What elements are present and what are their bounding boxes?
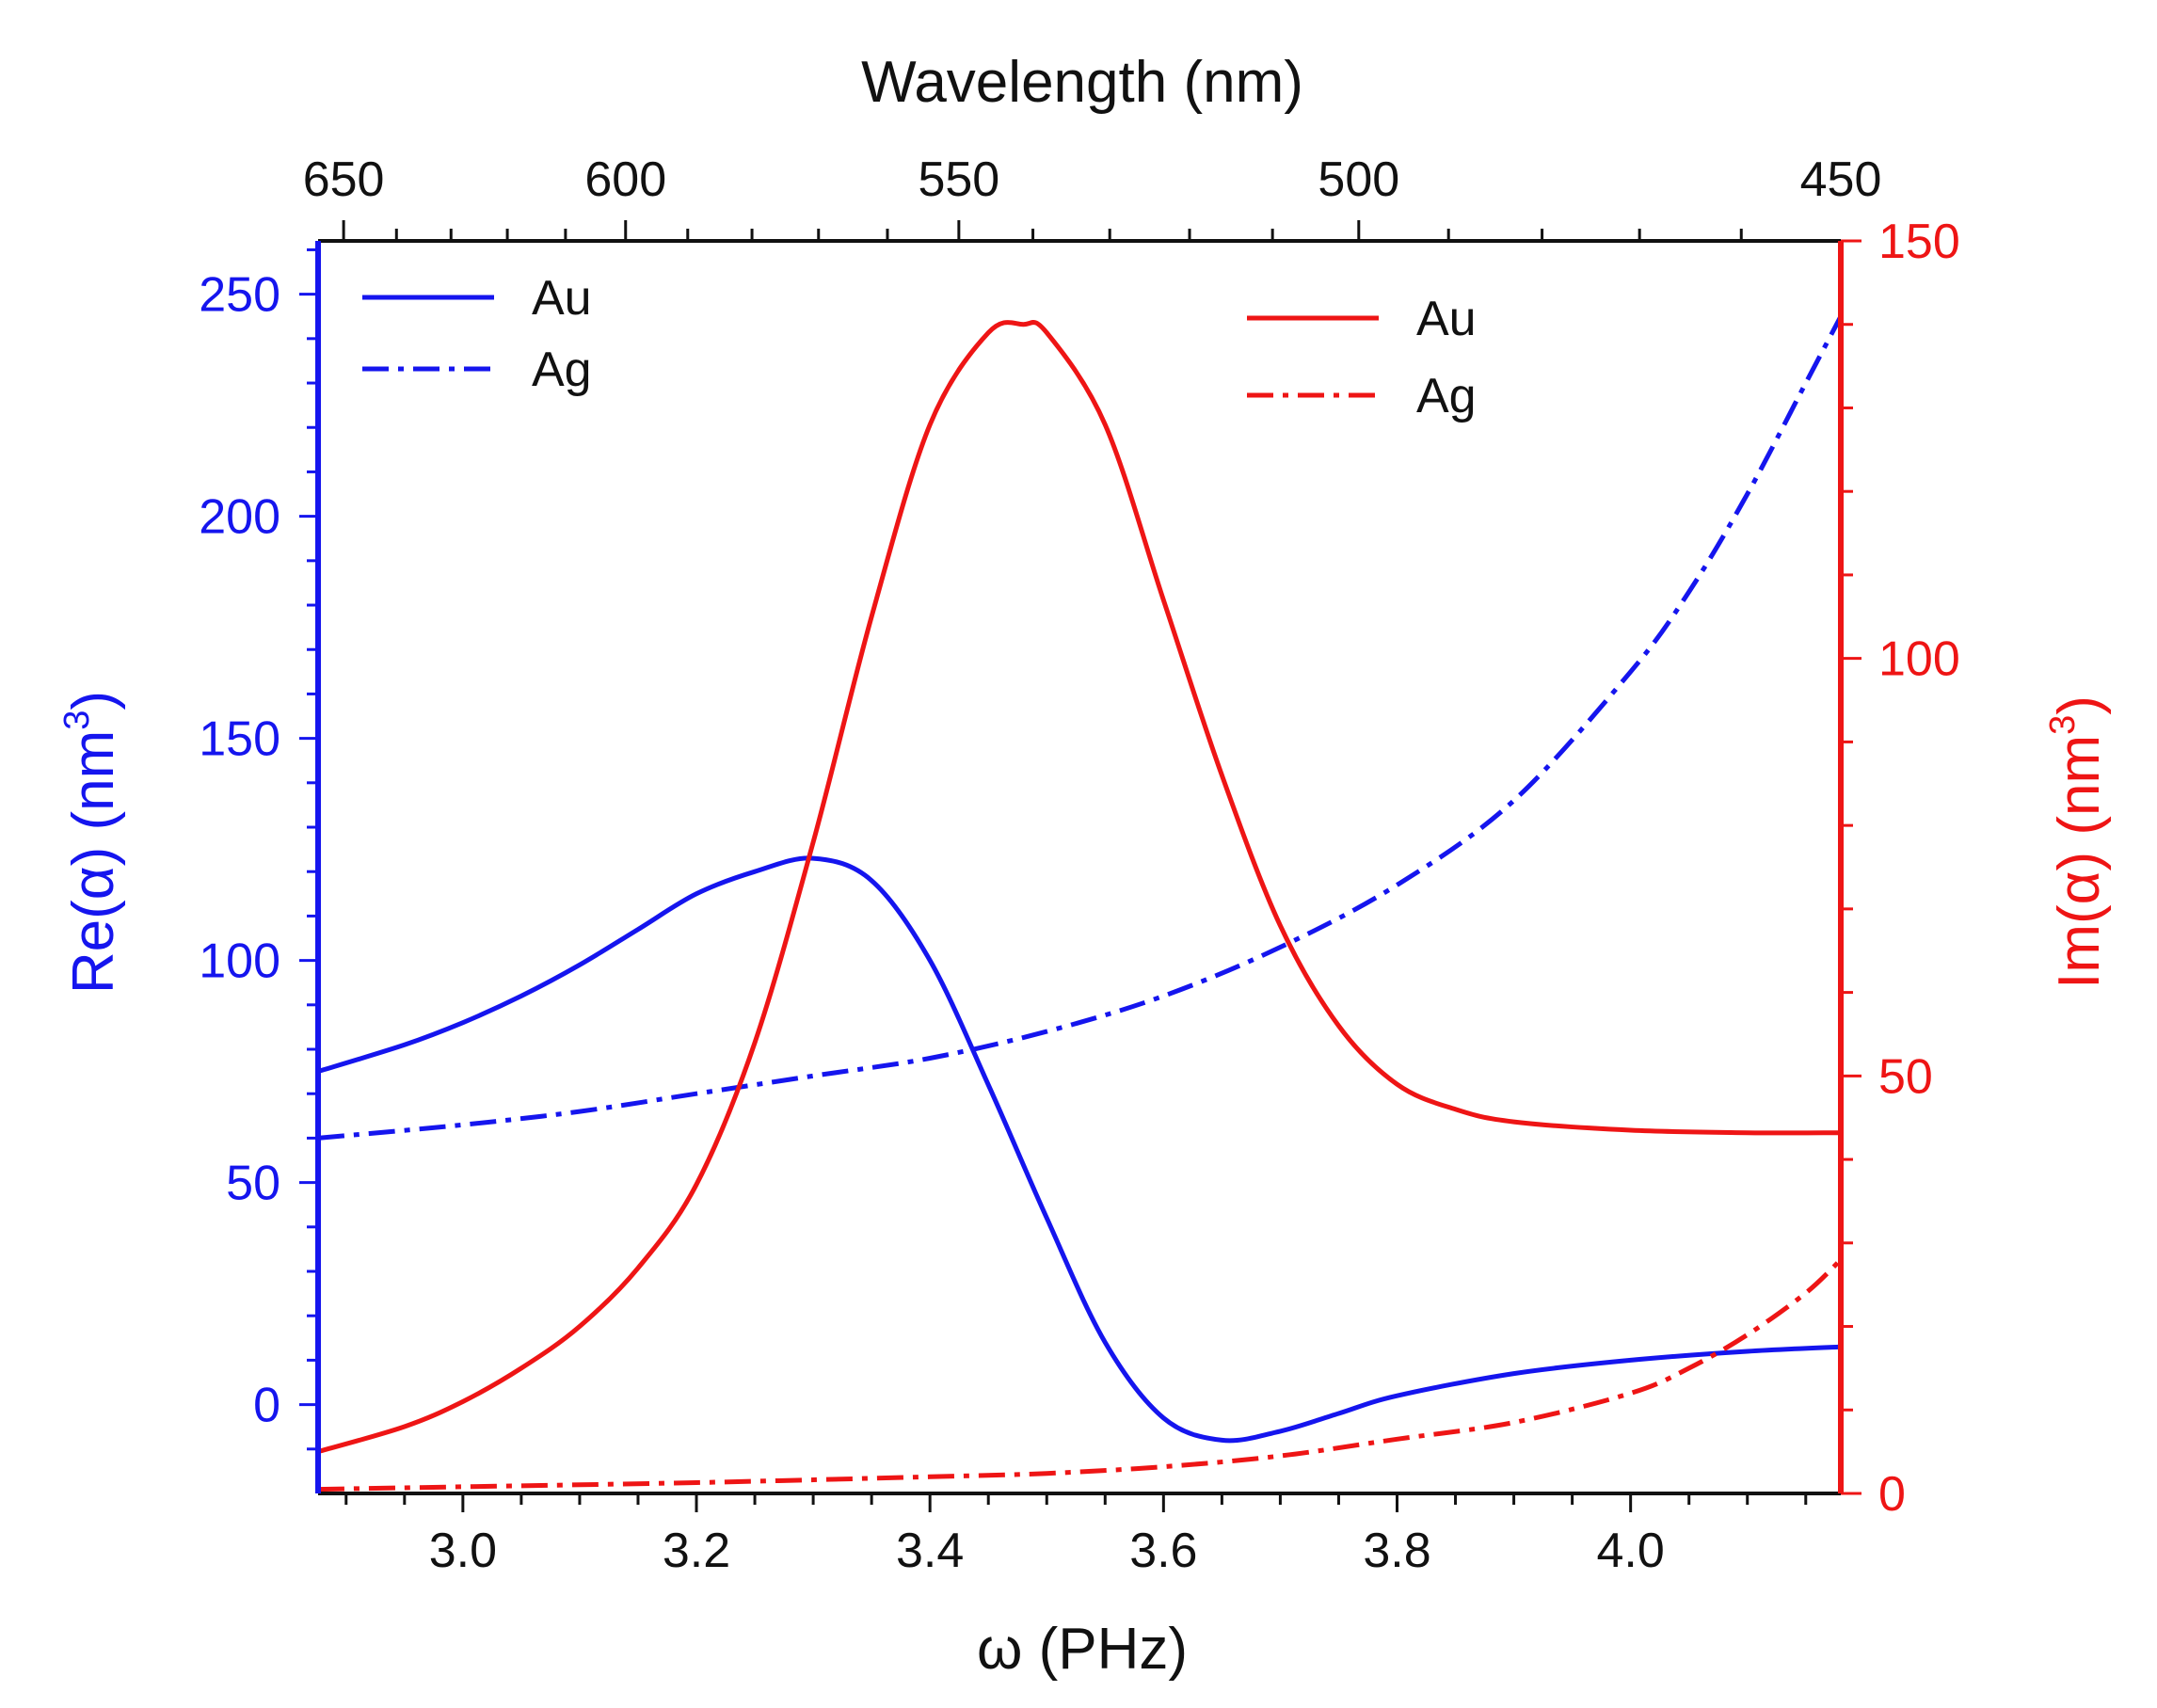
series-line-au-red bbox=[317, 320, 1842, 1455]
top-tick-label: 650 bbox=[303, 152, 385, 207]
top-tick-label: 450 bbox=[1800, 152, 1882, 207]
y-left-axis-title-sup: 3 bbox=[57, 710, 97, 730]
y-right-axis-title-main: Im(α) (nm bbox=[2047, 735, 2112, 989]
x-axis-title: ω (PHz) bbox=[977, 1617, 1188, 1682]
legend-left: Au Ag bbox=[362, 271, 592, 397]
top-axis-title: Wavelength (nm) bbox=[861, 50, 1303, 115]
y-left-axis-title: Re(α) (nm3) bbox=[57, 691, 126, 994]
y-right-axis-title-end: ) bbox=[2047, 695, 2112, 715]
x-tick-label: 3.0 bbox=[429, 1524, 497, 1578]
series-line-ag-red bbox=[317, 1257, 1843, 1493]
svg-text:Re(α) (nm3): Re(α) (nm3) bbox=[57, 691, 126, 994]
y-left-tick-label: 250 bbox=[199, 268, 280, 323]
x-tick-label: 3.6 bbox=[1129, 1524, 1197, 1578]
y-left-axis-title-end: ) bbox=[61, 691, 126, 710]
y-left-tick-label: 100 bbox=[199, 934, 280, 989]
series-line-au-blue bbox=[317, 855, 1842, 1444]
top-tick-label: 600 bbox=[584, 152, 666, 207]
y-left-tick-label: 200 bbox=[199, 490, 280, 545]
y-right-axis-title: Im(α) (nm3) bbox=[2043, 695, 2112, 989]
y-right-axis-title-sup: 3 bbox=[2043, 715, 2083, 735]
y-right-tick-label: 150 bbox=[1878, 215, 1960, 269]
svg-text:Im(α) (nm3): Im(α) (nm3) bbox=[2043, 695, 2112, 989]
y-right-tick-label: 100 bbox=[1878, 632, 1960, 687]
y-right-tick-label: 50 bbox=[1878, 1049, 1933, 1104]
legend-right-label-ag: Ag bbox=[1416, 369, 1477, 423]
legend-left-label-ag: Ag bbox=[532, 343, 592, 397]
y-left-axis-title-main: Re(α) (nm bbox=[61, 730, 126, 994]
x-tick-label: 3.4 bbox=[896, 1524, 964, 1578]
y-left-tick-label: 0 bbox=[253, 1379, 280, 1433]
top-tick-label: 500 bbox=[1318, 152, 1399, 207]
y-left-tick-label: 50 bbox=[226, 1157, 280, 1211]
series-group bbox=[317, 315, 1844, 1493]
y-left-tick-label: 150 bbox=[199, 712, 280, 767]
x-tick-label: 3.8 bbox=[1363, 1524, 1430, 1578]
legend-right-label-au: Au bbox=[1416, 292, 1477, 346]
series-line-ag-blue bbox=[317, 315, 1844, 1141]
x-tick-label: 3.2 bbox=[663, 1524, 730, 1578]
x-tick-label: 4.0 bbox=[1597, 1524, 1665, 1578]
y-right-tick-label: 0 bbox=[1878, 1467, 1906, 1522]
legend-right: Au Ag bbox=[1247, 292, 1477, 423]
legend-left-label-au: Au bbox=[532, 271, 592, 326]
top-tick-label: 550 bbox=[918, 152, 999, 207]
